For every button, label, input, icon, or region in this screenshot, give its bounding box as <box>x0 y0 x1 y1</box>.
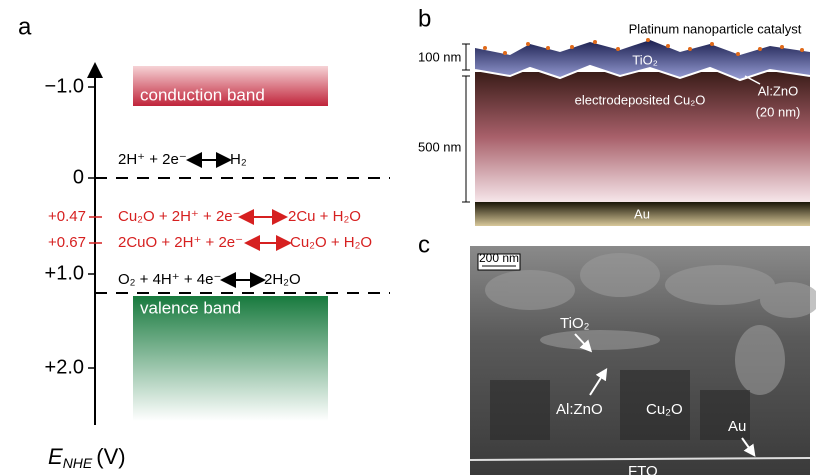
band-label: valence band <box>140 298 241 317</box>
axis-unit: (V) <box>96 444 125 469</box>
axis-subscript: NHE <box>63 455 93 471</box>
sem-label: TiO₂ <box>560 315 590 332</box>
brackets <box>462 44 470 202</box>
thickness-label: 500 nm <box>418 139 461 154</box>
reaction-right: Cu₂O + H₂O <box>290 234 372 251</box>
reaction-left: 2H⁺ + 2e⁻ <box>118 151 187 168</box>
reaction-left: Cu₂O + 2H⁺ + 2e⁻ <box>118 208 241 225</box>
panel-label: a <box>18 13 32 40</box>
sem-label: Cu₂O <box>646 401 683 418</box>
reaction-right: 2Cu + H₂O <box>288 208 361 225</box>
layer-label: Platinum nanoparticle catalyst <box>629 21 802 36</box>
figure: a conduction band valence band −1.0 0 +1… <box>0 0 816 475</box>
reaction-right: 2H₂O <box>264 271 301 288</box>
sem-label: Au <box>728 418 746 435</box>
thickness-label: 100 nm <box>418 49 461 64</box>
scale-label: 200 nm <box>479 251 519 265</box>
layer-label: Au <box>634 206 650 221</box>
tick-label: 0 <box>73 166 84 188</box>
potential-label: +0.47 <box>48 208 86 225</box>
page: a conduction band valence band −1.0 0 +1… <box>0 0 816 475</box>
tick-label: +2.0 <box>45 356 84 378</box>
tick-label: +1.0 <box>45 262 84 284</box>
axis-symbol: E <box>48 444 63 469</box>
panel-label: c <box>418 231 430 258</box>
layer-label: Al:ZnO <box>758 83 798 98</box>
reaction-left: 2CuO + 2H⁺ + 2e⁻ <box>118 234 243 251</box>
sem-label: FTO <box>628 463 658 475</box>
layer-label: (20 nm) <box>756 104 801 119</box>
layer-label: electrodeposited Cu₂O <box>575 92 706 107</box>
reaction-right: H₂ <box>230 151 247 168</box>
axis-label: ENHE(V) <box>48 444 126 471</box>
tick-label: −1.0 <box>45 75 84 97</box>
reaction-left: O₂ + 4H⁺ + 4e⁻ <box>118 271 221 288</box>
ticks <box>88 87 95 368</box>
sem-label: Al:ZnO <box>556 401 603 418</box>
band-label: conduction band <box>140 85 265 104</box>
panel-label: b <box>418 5 431 32</box>
potential-label: +0.67 <box>48 234 86 251</box>
layer-label: TiO₂ <box>632 52 658 67</box>
